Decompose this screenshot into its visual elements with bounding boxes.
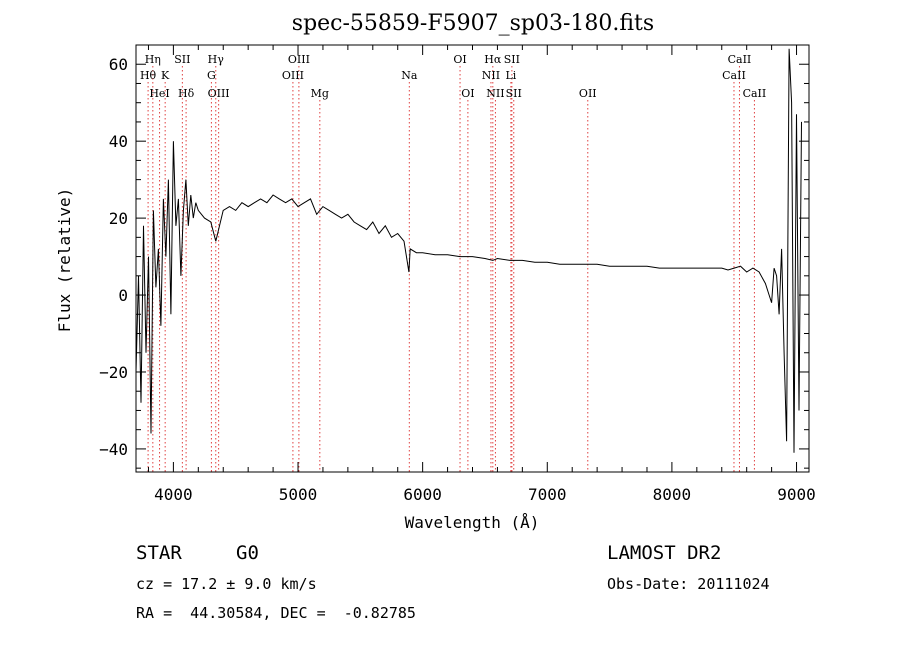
line-marker-label: Mg bbox=[311, 87, 329, 100]
line-marker-label: NII bbox=[486, 87, 504, 100]
x-tick-label: 9000 bbox=[777, 485, 816, 504]
line-marker-label: CaII bbox=[743, 87, 767, 100]
line-marker-label: HeI bbox=[149, 87, 169, 100]
spectrum-series-line bbox=[135, 48, 802, 453]
line-marker-label: SII bbox=[174, 53, 190, 66]
y-tick-label: −20 bbox=[99, 363, 128, 382]
coordinates-text: RA = 44.30584, DEC = -0.82785 bbox=[136, 604, 416, 622]
survey-name: LAMOST DR2 bbox=[607, 542, 722, 564]
y-axis-label: Flux (relative) bbox=[55, 188, 74, 333]
x-tick-label: 6000 bbox=[403, 485, 442, 504]
line-marker-label: OI bbox=[453, 53, 466, 66]
line-marker-label: OII bbox=[579, 87, 597, 100]
x-tick-label: 7000 bbox=[528, 485, 567, 504]
line-marker-label: Hη bbox=[145, 53, 161, 66]
line-marker-label: Hθ bbox=[140, 69, 157, 82]
x-tick-label: 8000 bbox=[653, 485, 692, 504]
line-marker-label: CaII bbox=[722, 69, 746, 82]
line-marker-label: OIII bbox=[282, 69, 304, 82]
line-marker-label: K bbox=[161, 69, 170, 82]
line-marker-label: OIII bbox=[288, 53, 310, 66]
line-marker-label: Hα bbox=[484, 53, 502, 66]
redshift-text: cz = 17.2 ± 9.0 km/s bbox=[136, 575, 317, 593]
line-marker-label: Na bbox=[401, 69, 418, 82]
x-axis-label: Wavelength (Å) bbox=[405, 513, 540, 532]
observation-date: Obs-Date: 20111024 bbox=[607, 575, 770, 593]
y-tick-label: 20 bbox=[109, 209, 128, 228]
x-tick-label: 5000 bbox=[279, 485, 318, 504]
plot-frame bbox=[135, 44, 810, 473]
line-marker-label: Hγ bbox=[208, 53, 225, 66]
y-tick-label: 60 bbox=[109, 55, 128, 74]
line-marker-label: SII bbox=[506, 87, 522, 100]
y-axis-ticks: −40 −20 0 20 40 60 bbox=[99, 44, 809, 469]
object-class: STAR bbox=[136, 542, 182, 564]
line-marker-label: Li bbox=[505, 69, 516, 82]
x-tick-label: 4000 bbox=[154, 485, 193, 504]
y-tick-label: 0 bbox=[118, 286, 128, 305]
line-marker-label: CaII bbox=[728, 53, 752, 66]
y-tick-label: 40 bbox=[109, 132, 128, 151]
line-marker-label: OI bbox=[461, 87, 474, 100]
line-marker-label: OIII bbox=[208, 87, 230, 100]
chart-title: spec-55859-F5907_sp03-180.fits bbox=[292, 11, 654, 36]
line-marker-label: Hδ bbox=[178, 87, 195, 100]
line-marker-label: NII bbox=[482, 69, 500, 82]
line-marker-label: G bbox=[207, 69, 216, 82]
line-marker-label: SII bbox=[504, 53, 520, 66]
x-axis-ticks: 4000 5000 6000 7000 8000 9000 bbox=[147, 45, 816, 504]
y-tick-label: −40 bbox=[99, 440, 128, 459]
object-subclass: G0 bbox=[236, 542, 259, 564]
